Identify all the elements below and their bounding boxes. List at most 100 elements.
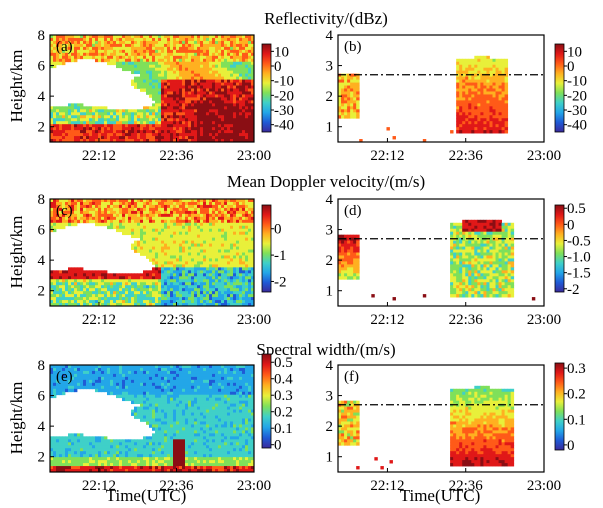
heatmap-cell (50, 282, 54, 286)
heatmap-cell (143, 210, 147, 215)
heatmap-cell (155, 133, 159, 137)
heatmap-cell (347, 76, 351, 80)
heatmap-cell (95, 207, 99, 212)
heatmap-cell (239, 294, 243, 298)
heatmap-cell (170, 79, 174, 83)
heatmap-cell (59, 133, 63, 137)
heatmap-cell (197, 252, 201, 256)
heatmap-cell (146, 204, 150, 209)
heatmap-cell (453, 231, 457, 236)
heatmap-cell (191, 73, 195, 78)
heatmap-cell (233, 37, 237, 42)
heatmap-cell (233, 279, 237, 283)
heatmap-cell (59, 112, 63, 116)
heatmap-cell (128, 124, 132, 128)
heatmap-cell (471, 234, 475, 239)
heatmap-cell (53, 49, 57, 54)
heatmap-cell (182, 234, 186, 239)
heatmap-cell (203, 100, 207, 104)
heatmap-cell (83, 52, 87, 57)
heatmap-cell (122, 199, 126, 203)
heatmap-cell (161, 88, 165, 92)
heatmap-cell (480, 130, 484, 134)
heatmap-cell (191, 58, 195, 63)
heatmap-cell (347, 267, 351, 271)
heatmap-cell (203, 58, 207, 63)
heatmap-cell (468, 267, 472, 271)
heatmap-cell (158, 136, 162, 140)
heatmap-cell (137, 139, 141, 143)
heatmap-cell (155, 204, 159, 209)
heatmap-cell (158, 112, 162, 116)
heatmap-cell (149, 222, 153, 227)
heatmap-cell (495, 91, 499, 95)
heatmap-cell (74, 127, 78, 131)
heatmap-cell (465, 246, 469, 250)
heatmap-cell (209, 52, 213, 57)
heatmap-cell (158, 97, 162, 101)
heatmap-cell (50, 55, 54, 60)
heatmap-cell (173, 207, 177, 212)
heatmap-cell (62, 222, 66, 227)
heatmap-cell (338, 273, 342, 277)
heatmap-cell (110, 288, 114, 292)
heatmap-cell (155, 40, 159, 45)
heatmap-cell (74, 267, 78, 271)
heatmap-cell (80, 207, 84, 212)
heatmap-cell (248, 130, 252, 134)
heatmap-cell (203, 270, 207, 274)
heatmap-cell (489, 58, 493, 63)
heatmap-cell (203, 121, 207, 125)
heatmap-cell (218, 124, 222, 128)
heatmap-cell (80, 55, 84, 60)
heatmap-cell (89, 130, 93, 134)
heatmap-cell (131, 40, 135, 45)
heatmap-cell (206, 201, 210, 206)
heatmap-cell (191, 79, 195, 83)
heatmap-cell (83, 219, 87, 224)
heatmap-cell (227, 70, 231, 75)
heatmap-cell (167, 294, 171, 298)
heatmap-cell (188, 49, 192, 54)
heatmap-cell (200, 70, 204, 75)
heatmap-cell (194, 106, 198, 110)
heatmap-cell (197, 258, 201, 262)
heatmap-cell (122, 67, 126, 72)
heatmap-cell (113, 61, 117, 66)
heatmap-cell (89, 288, 93, 292)
heatmap-cell (471, 258, 475, 262)
heatmap-cell (119, 112, 123, 116)
heatmap-cell (338, 97, 342, 101)
heatmap-cell (206, 300, 210, 304)
heatmap-cell (489, 112, 493, 116)
heatmap-cell (347, 255, 351, 259)
heatmap-cell (209, 139, 213, 143)
heatmap-cell (236, 201, 240, 206)
heatmap-cell (498, 112, 502, 116)
heatmap-cell (134, 240, 138, 244)
heatmap-cell (251, 300, 255, 304)
heatmap-cell (158, 70, 162, 75)
heatmap-cell (146, 282, 150, 286)
heatmap-cell (65, 285, 69, 289)
heatmap-cell (176, 264, 180, 268)
heatmap-cell (161, 279, 165, 283)
heatmap-cell (200, 279, 204, 283)
heatmap-cell (80, 118, 84, 122)
heatmap-cell (59, 207, 63, 212)
heatmap-cell (56, 219, 60, 224)
heatmap-cell (167, 225, 171, 230)
heatmap-cell (50, 124, 54, 128)
heatmap-cell (71, 276, 75, 280)
heatmap-cell (158, 294, 162, 298)
heatmap-cell (128, 288, 132, 292)
colorbar (261, 204, 272, 293)
y-tick-label: 6 (38, 223, 46, 239)
panel-label: (b) (344, 39, 362, 55)
heatmap-cell (161, 282, 165, 286)
heatmap-cell (341, 243, 345, 247)
heatmap-cell (77, 279, 81, 283)
heatmap-cell (50, 297, 54, 301)
heatmap-cell (245, 204, 249, 209)
heatmap-cell (71, 55, 75, 60)
